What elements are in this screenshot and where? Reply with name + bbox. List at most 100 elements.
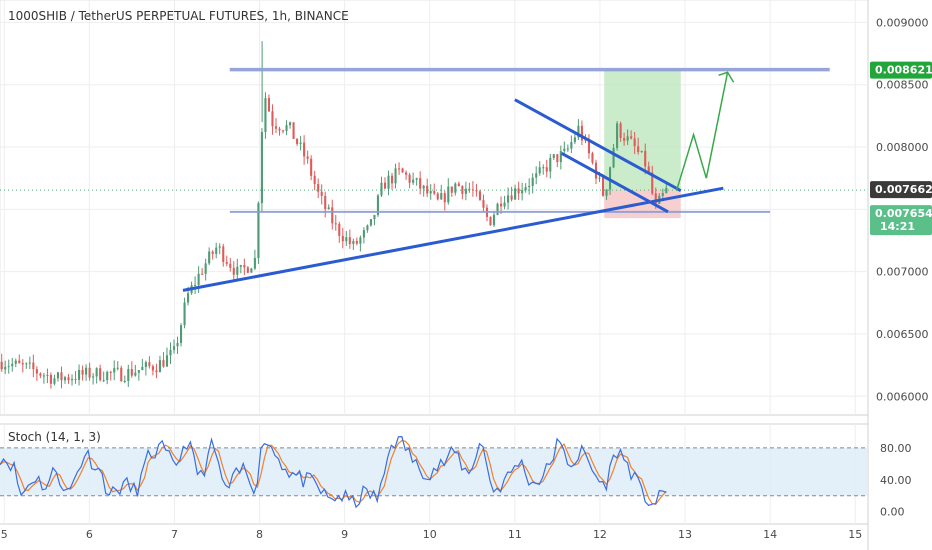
candle-up (373, 214, 376, 220)
candle-down (317, 183, 320, 192)
candle-down (222, 246, 225, 262)
candle-down (313, 175, 316, 184)
candle-down (644, 150, 647, 167)
candle-down (355, 240, 358, 244)
y-tick-label: 0.006500 (876, 328, 929, 341)
candle-up (194, 284, 197, 286)
candle-down (67, 377, 70, 381)
candle-down (296, 138, 299, 144)
candle-down (510, 195, 513, 200)
candle-up (376, 195, 380, 215)
candle-down (517, 188, 520, 194)
candle-up (626, 136, 629, 141)
candle-down (278, 128, 281, 131)
candle-up (127, 369, 130, 381)
candle-down (619, 123, 622, 139)
candle-up (369, 219, 372, 226)
candle-down (647, 166, 650, 173)
stoch-tick-label: 0.00 (880, 506, 905, 519)
candle-down (334, 223, 337, 225)
candle-up (285, 125, 288, 131)
candle-down (32, 362, 35, 370)
candle-up (113, 368, 116, 373)
projection-arrowhead (718, 71, 735, 83)
candle-down (478, 191, 481, 201)
candle-up (106, 371, 109, 381)
candle-down (39, 373, 42, 376)
current-close-tag-text: 0.007662 (875, 183, 932, 196)
x-tick-label: 10 (423, 528, 437, 541)
candle-down (155, 370, 158, 373)
candle-up (257, 203, 260, 259)
candle-down (201, 273, 204, 275)
candle-up (394, 168, 397, 184)
candle-up (260, 132, 263, 204)
candle-up (573, 137, 576, 143)
candle-up (204, 263, 207, 274)
candle-down (60, 372, 63, 381)
candle-up (141, 366, 144, 371)
stoch-band (0, 447, 868, 496)
candle-up (7, 366, 10, 368)
price-pane-border (0, 0, 869, 416)
candle-up (359, 237, 362, 244)
x-tick-label: 11 (508, 528, 522, 541)
candle-up (598, 177, 601, 179)
candle-up (524, 187, 527, 191)
stoch-k-line (0, 436, 667, 509)
candle-down (489, 216, 492, 226)
stoch-tick-label: 40.00 (880, 474, 912, 487)
candle-up (440, 193, 443, 200)
candle-down (499, 203, 503, 207)
candle-up (179, 325, 183, 343)
candle-down (324, 195, 327, 210)
candle-down (426, 185, 429, 194)
candle-up (183, 302, 186, 326)
candle-down (630, 136, 633, 139)
candle-up (253, 258, 256, 269)
candle-up (362, 230, 365, 238)
candle-up (169, 349, 172, 356)
candle-down (405, 172, 408, 175)
candle-up (197, 273, 200, 285)
candle-down (556, 154, 559, 163)
candle-up (165, 355, 169, 367)
candle-up (661, 193, 664, 196)
candle-up (288, 122, 292, 126)
candle-down (74, 378, 77, 380)
candle-down (591, 153, 594, 163)
candle-up (429, 191, 432, 194)
candle-up (422, 185, 425, 189)
candle-down (341, 235, 344, 242)
x-tick-label: 13 (678, 528, 692, 541)
candle-down (623, 138, 626, 141)
candle-down (651, 172, 654, 194)
candle-up (63, 377, 67, 381)
ascending-trendline (182, 186, 724, 292)
projection-path (675, 72, 729, 191)
x-tick-label: 5 (1, 528, 8, 541)
stochastic-pane (0, 436, 868, 509)
candle-down (475, 190, 478, 192)
candle-up (299, 142, 302, 144)
candle-down (109, 371, 112, 373)
candles (0, 41, 668, 389)
candle-up (42, 375, 45, 377)
x-tick-label: 8 (256, 528, 263, 541)
candle-down (88, 367, 91, 378)
candle-up (28, 362, 31, 364)
candle-up (176, 342, 179, 347)
candle-up (134, 372, 137, 376)
candle-up (577, 125, 580, 138)
candle-down (633, 138, 636, 147)
candle-up (116, 367, 119, 369)
candle-up (137, 370, 140, 373)
candle-down (654, 193, 657, 204)
candle-up (380, 182, 383, 196)
candle-down (587, 139, 591, 154)
candle-down (99, 368, 102, 381)
last-price-countdown: 14:21 (880, 220, 915, 233)
target-zone (604, 69, 681, 190)
